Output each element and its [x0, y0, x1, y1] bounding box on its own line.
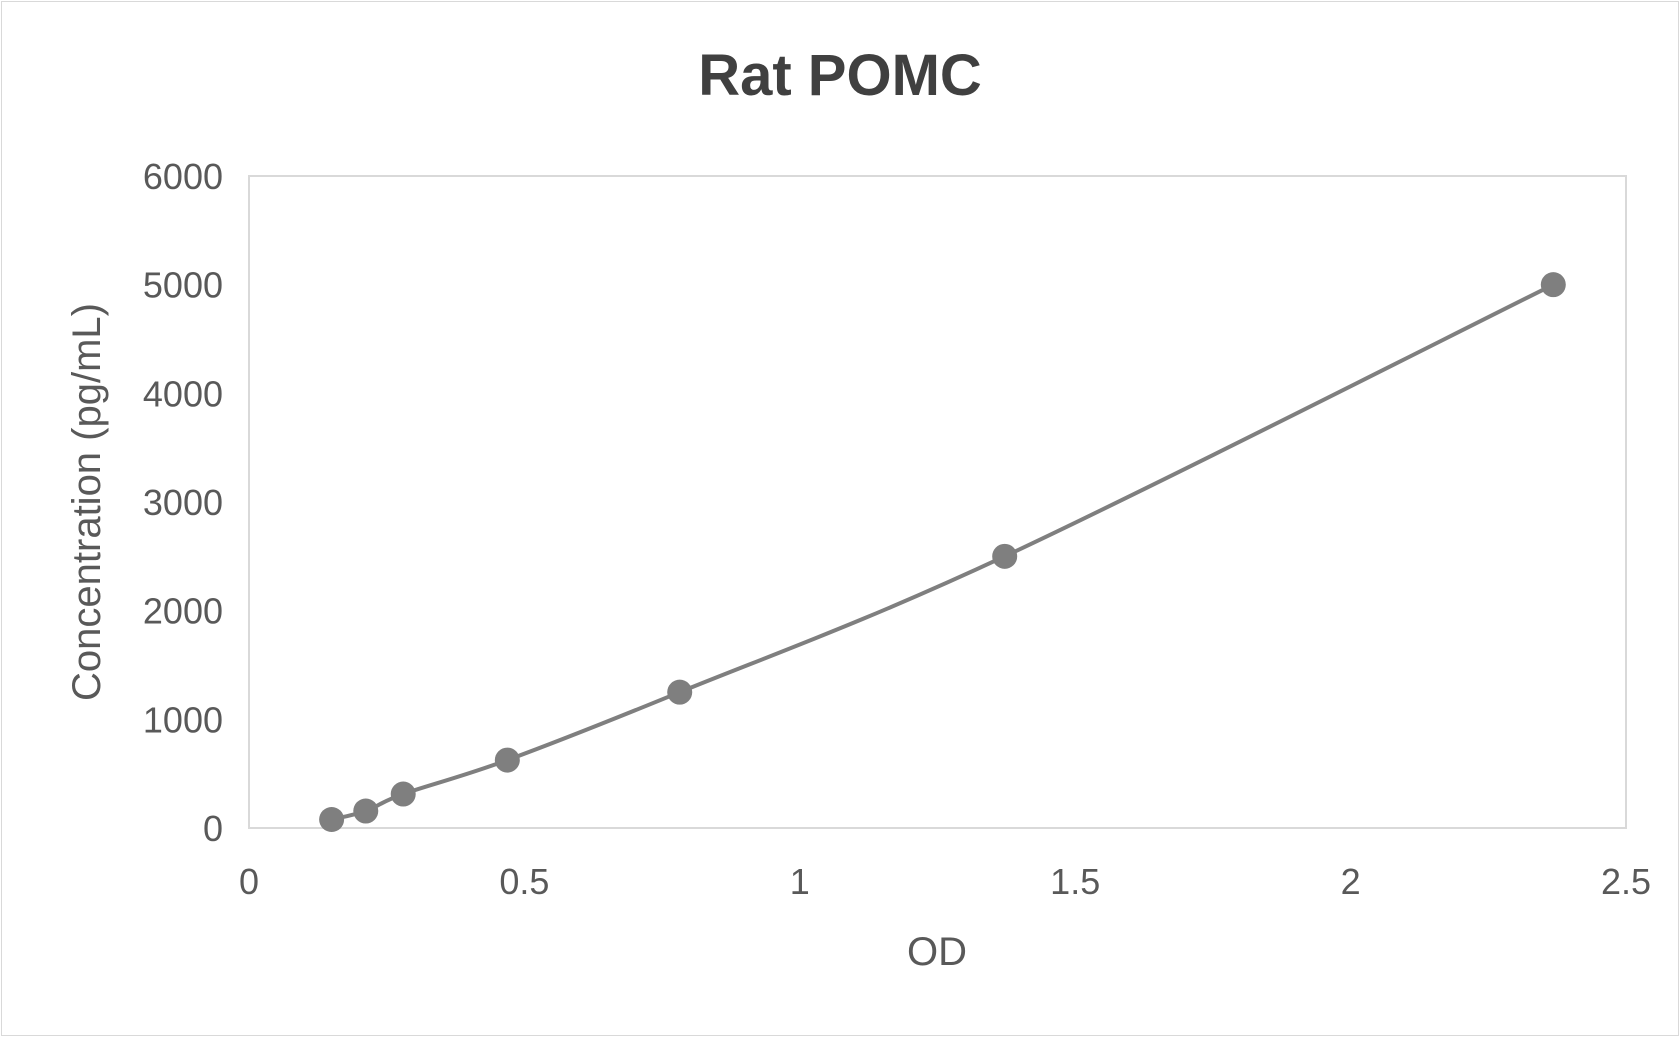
x-tick-label: 0: [239, 861, 259, 902]
y-tick-label: 6000: [143, 156, 223, 197]
y-axis-label: Concentration (pg/mL): [65, 303, 109, 701]
data-point: [494, 747, 520, 773]
x-tick-label: 1.5: [1050, 861, 1100, 902]
x-tick-label: 2: [1341, 861, 1361, 902]
x-tick-label: 0.5: [499, 861, 549, 902]
y-tick-label: 3000: [143, 482, 223, 523]
y-tick-label: 2000: [143, 591, 223, 632]
y-tick-label: 1000: [143, 699, 223, 740]
plot-area: [248, 175, 1627, 829]
y-tick-label: 5000: [143, 265, 223, 306]
data-point: [353, 798, 379, 824]
x-axis-label: OD: [907, 930, 967, 974]
data-point: [390, 781, 416, 807]
data-point: [667, 679, 693, 705]
x-tick-label: 1: [790, 861, 810, 902]
chart-title: Rat POMC: [698, 43, 982, 108]
data-point: [319, 807, 345, 833]
y-tick-label: 4000: [143, 373, 223, 414]
data-point: [1540, 272, 1566, 298]
data-point: [992, 543, 1018, 569]
y-tick-label: 0: [203, 808, 223, 849]
x-tick-label: 2.5: [1601, 861, 1651, 902]
series-line: [331, 282, 1555, 822]
